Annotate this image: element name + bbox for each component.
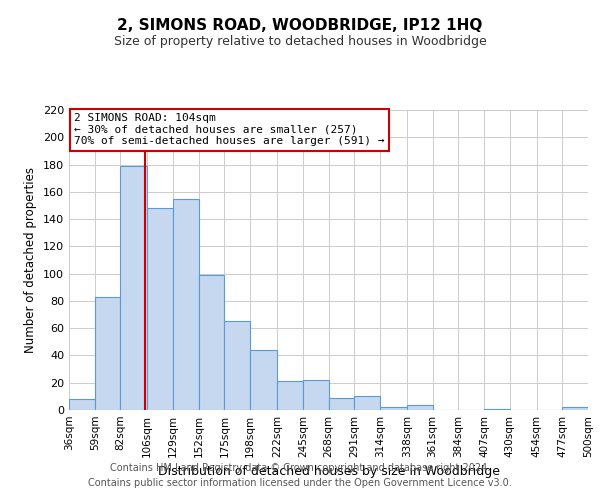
Bar [173, 198, 199, 410]
Bar [407, 404, 433, 410]
Bar [484, 408, 510, 410]
Text: Contains HM Land Registry data © Crown copyright and database right 2024.
Contai: Contains HM Land Registry data © Crown c… [88, 462, 512, 487]
Bar [250, 350, 277, 410]
Y-axis label: Number of detached properties: Number of detached properties [25, 167, 37, 353]
Bar [147, 208, 173, 410]
Bar [329, 398, 354, 410]
X-axis label: Distribution of detached houses by size in Woodbridge: Distribution of detached houses by size … [157, 466, 499, 478]
Bar [121, 166, 147, 410]
Bar [277, 382, 303, 410]
Bar [95, 297, 121, 410]
Text: 2, SIMONS ROAD, WOODBRIDGE, IP12 1HQ: 2, SIMONS ROAD, WOODBRIDGE, IP12 1HQ [118, 18, 482, 32]
Bar [303, 380, 329, 410]
Bar [380, 408, 407, 410]
Bar [69, 399, 95, 410]
Text: Size of property relative to detached houses in Woodbridge: Size of property relative to detached ho… [113, 35, 487, 48]
Bar [354, 396, 380, 410]
Text: 2 SIMONS ROAD: 104sqm
← 30% of detached houses are smaller (257)
70% of semi-det: 2 SIMONS ROAD: 104sqm ← 30% of detached … [74, 113, 385, 146]
Bar [224, 322, 250, 410]
Bar [199, 275, 224, 410]
Bar [562, 408, 588, 410]
